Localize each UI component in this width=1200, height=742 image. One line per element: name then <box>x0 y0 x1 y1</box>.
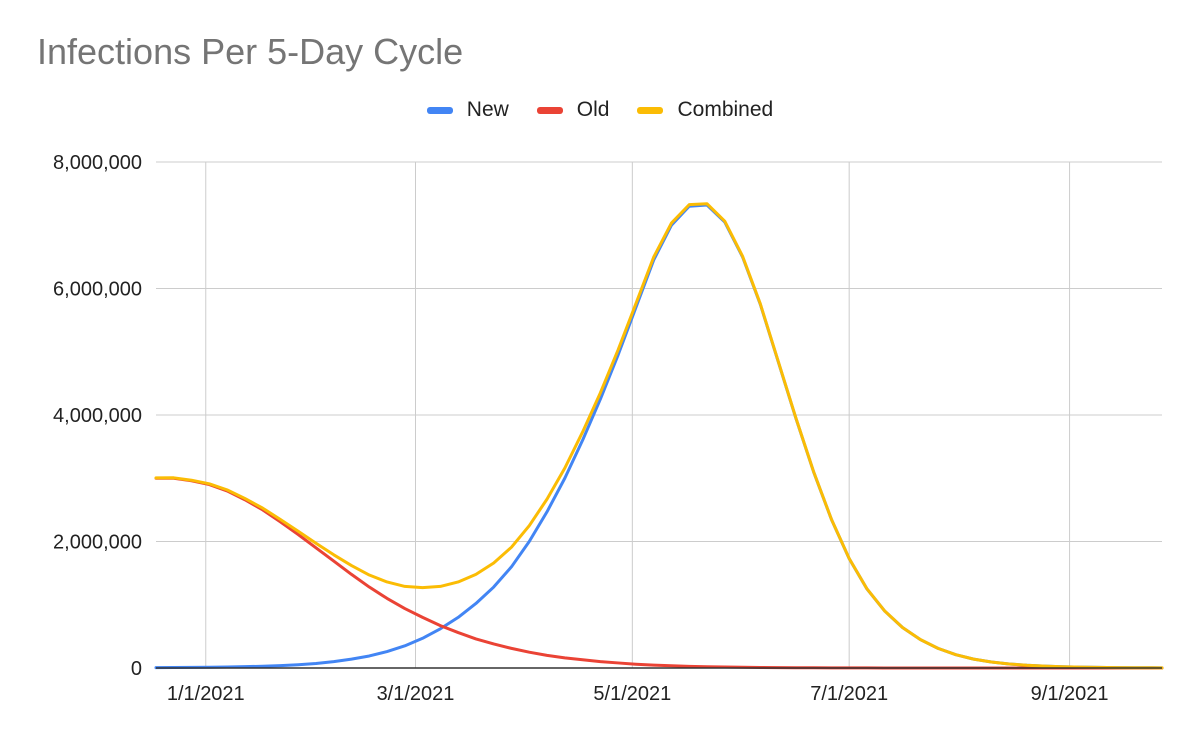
series-line-old[interactable] <box>154 476 1164 670</box>
legend-item-old[interactable]: Old <box>536 98 610 122</box>
x-tick-label: 9/1/2021 <box>1031 683 1109 705</box>
legend-swatch-old <box>536 106 563 114</box>
y-tick-label: 8,000,000 <box>53 152 142 174</box>
legend-swatch-combined <box>637 106 664 114</box>
x-tick-label: 5/1/2021 <box>593 683 671 705</box>
legend: New Old Combined <box>0 98 1200 122</box>
x-tick-label: 7/1/2021 <box>810 683 888 705</box>
y-tick-label: 4,000,000 <box>53 405 142 427</box>
grid-layer <box>156 161 1162 668</box>
legend-swatch-new <box>426 106 453 114</box>
y-tick-label: 2,000,000 <box>53 532 142 554</box>
axis-layer: 0 2,000,000 4,000,000 6,000,000 8,000,000 1/1… <box>53 152 1162 705</box>
series-layer <box>154 202 1164 670</box>
y-tick-label: 6,000,000 <box>53 279 142 301</box>
legend-item-new[interactable]: New <box>426 98 509 122</box>
series-line-combined[interactable] <box>154 202 1164 670</box>
series-line-new[interactable] <box>154 203 1164 670</box>
legend-label-new: New <box>466 98 509 121</box>
legend-item-combined[interactable]: Combined <box>637 98 773 122</box>
chart-title: Infections Per 5-Day Cycle <box>37 31 464 72</box>
legend-label-old: Old <box>576 98 610 121</box>
x-tick-label: 1/1/2021 <box>167 683 245 705</box>
legend-label-combined: Combined <box>677 98 774 121</box>
y-tick-label: 0 <box>131 658 142 680</box>
x-tick-label: 3/1/2021 <box>377 683 455 705</box>
